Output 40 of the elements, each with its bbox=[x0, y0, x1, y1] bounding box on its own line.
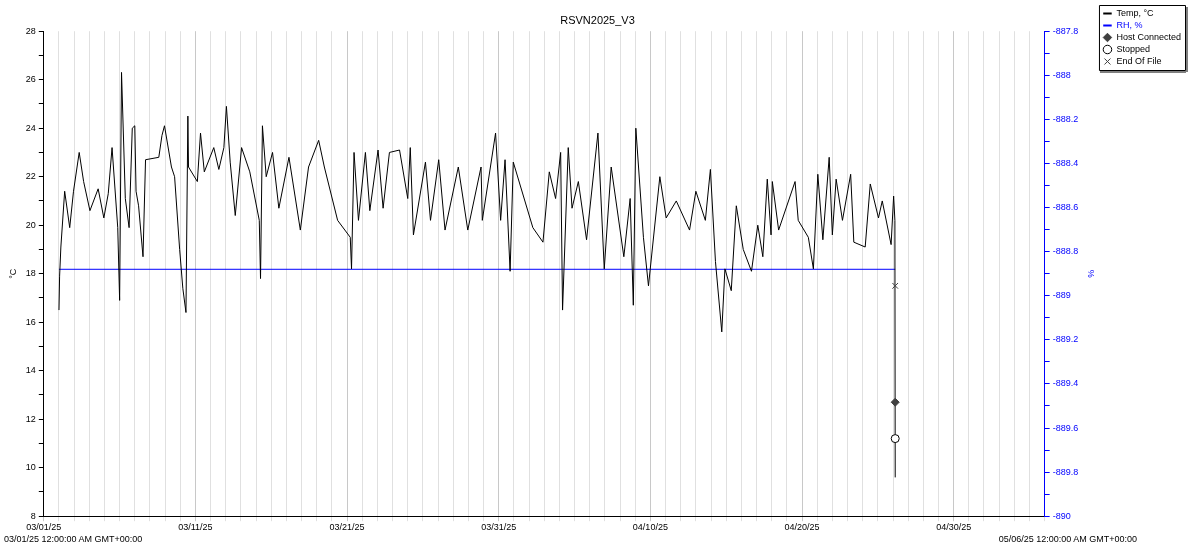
y-tick-label: 24 bbox=[25, 122, 36, 133]
y2-tick-label: -890 bbox=[1052, 510, 1071, 521]
y-tick-label: 28 bbox=[25, 25, 36, 36]
x-tick-label: 03/01/25 bbox=[26, 522, 62, 533]
y2-tick-label: -889.2 bbox=[1052, 334, 1079, 345]
y-tick-label: 26 bbox=[25, 74, 36, 85]
legend-label: Host Connected bbox=[1116, 31, 1182, 42]
x-tick-label: 03/31/25 bbox=[481, 522, 517, 533]
x-tick-label: 04/10/25 bbox=[632, 522, 668, 533]
legend-label: Temp, °C bbox=[1116, 7, 1155, 18]
y-tick-label: 18 bbox=[25, 268, 36, 279]
text: 05/06/25 12:00:00 AM GMT+00:00 bbox=[998, 534, 1137, 544]
y-axis-title: °C bbox=[7, 268, 18, 279]
y-tick-label: 20 bbox=[25, 219, 36, 230]
y2-tick-label: -888.6 bbox=[1052, 202, 1079, 213]
legend-label: End Of File bbox=[1116, 55, 1162, 66]
y-tick-label: 10 bbox=[25, 462, 36, 473]
y2-tick-label: -889 bbox=[1052, 290, 1071, 301]
legend-label: Stopped bbox=[1116, 43, 1150, 54]
y2-tick-label: -888 bbox=[1052, 69, 1071, 80]
y2-tick-label: -889.4 bbox=[1052, 378, 1079, 389]
legend-label: RH, % bbox=[1116, 19, 1143, 30]
x-tick-label: 03/21/25 bbox=[329, 522, 365, 533]
y2-tick-label: -888.8 bbox=[1052, 246, 1079, 257]
x-tick-label: 04/20/25 bbox=[784, 522, 820, 533]
chart-title: RSVN2025_V3 bbox=[560, 13, 635, 26]
text: 03/01/25 12:00:00 AM GMT+00:00 bbox=[4, 534, 143, 544]
y-tick-label: 22 bbox=[25, 171, 36, 182]
y2-tick-label: -889.6 bbox=[1052, 422, 1079, 433]
y2-tick-label: -888.2 bbox=[1052, 113, 1079, 124]
y-tick-label: 16 bbox=[25, 316, 36, 327]
y2-tick-label: -889.8 bbox=[1052, 466, 1079, 477]
y-tick-label: 14 bbox=[25, 365, 36, 376]
y-tick-label: 12 bbox=[25, 413, 36, 424]
y2-axis-title: % bbox=[1086, 269, 1097, 278]
x-tick-label: 04/30/25 bbox=[936, 522, 972, 533]
y2-tick-label: -888.4 bbox=[1052, 157, 1079, 168]
y-tick-label: 8 bbox=[30, 510, 36, 521]
x-tick-label: 03/11/25 bbox=[178, 522, 213, 533]
y2-tick-label: -887.8 bbox=[1052, 25, 1079, 36]
